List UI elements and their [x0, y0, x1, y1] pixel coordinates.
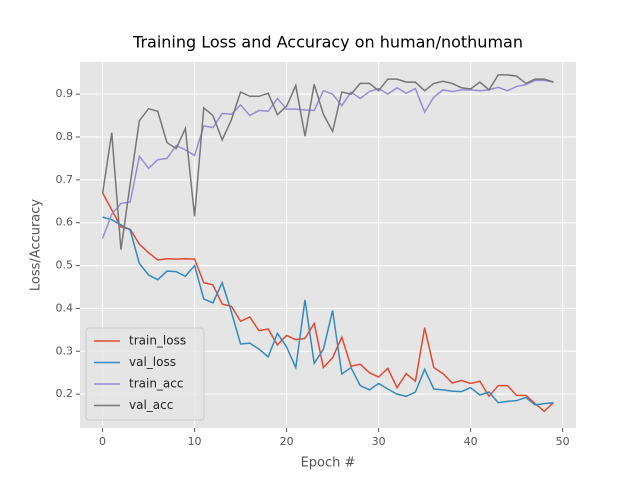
- y-axis-label: Loss/Accuracy: [29, 199, 44, 292]
- y-tick-label: 0.5: [56, 259, 74, 272]
- series-line: [101, 74, 554, 250]
- y-tick-label: 0.9: [56, 87, 74, 100]
- legend-label: train_loss: [129, 334, 186, 348]
- y-tick-label: 0.7: [56, 173, 74, 186]
- y-tick-label: 0.4: [56, 301, 74, 314]
- legend-label: val_loss: [129, 355, 176, 369]
- x-tick-label: 0: [99, 435, 106, 448]
- y-tick-label: 0.3: [56, 344, 74, 357]
- y-tick-label: 0.8: [56, 130, 74, 143]
- y-tick-label: 0.2: [56, 387, 74, 400]
- x-tick-label: 10: [188, 435, 202, 448]
- legend-label: train_acc: [129, 377, 183, 391]
- x-tick-label: 50: [556, 435, 570, 448]
- x-tick-label: 20: [280, 435, 294, 448]
- x-tick-label: 30: [372, 435, 386, 448]
- series-line: [102, 216, 554, 406]
- series-line: [101, 192, 554, 413]
- chart-title: Training Loss and Accuracy on human/noth…: [132, 33, 523, 52]
- x-axis-label: Epoch #: [301, 456, 356, 471]
- x-tick-label: 40: [464, 435, 478, 448]
- legend-box: [85, 327, 205, 421]
- y-tick-label: 0.6: [56, 216, 74, 229]
- legend-label: val_acc: [129, 398, 173, 412]
